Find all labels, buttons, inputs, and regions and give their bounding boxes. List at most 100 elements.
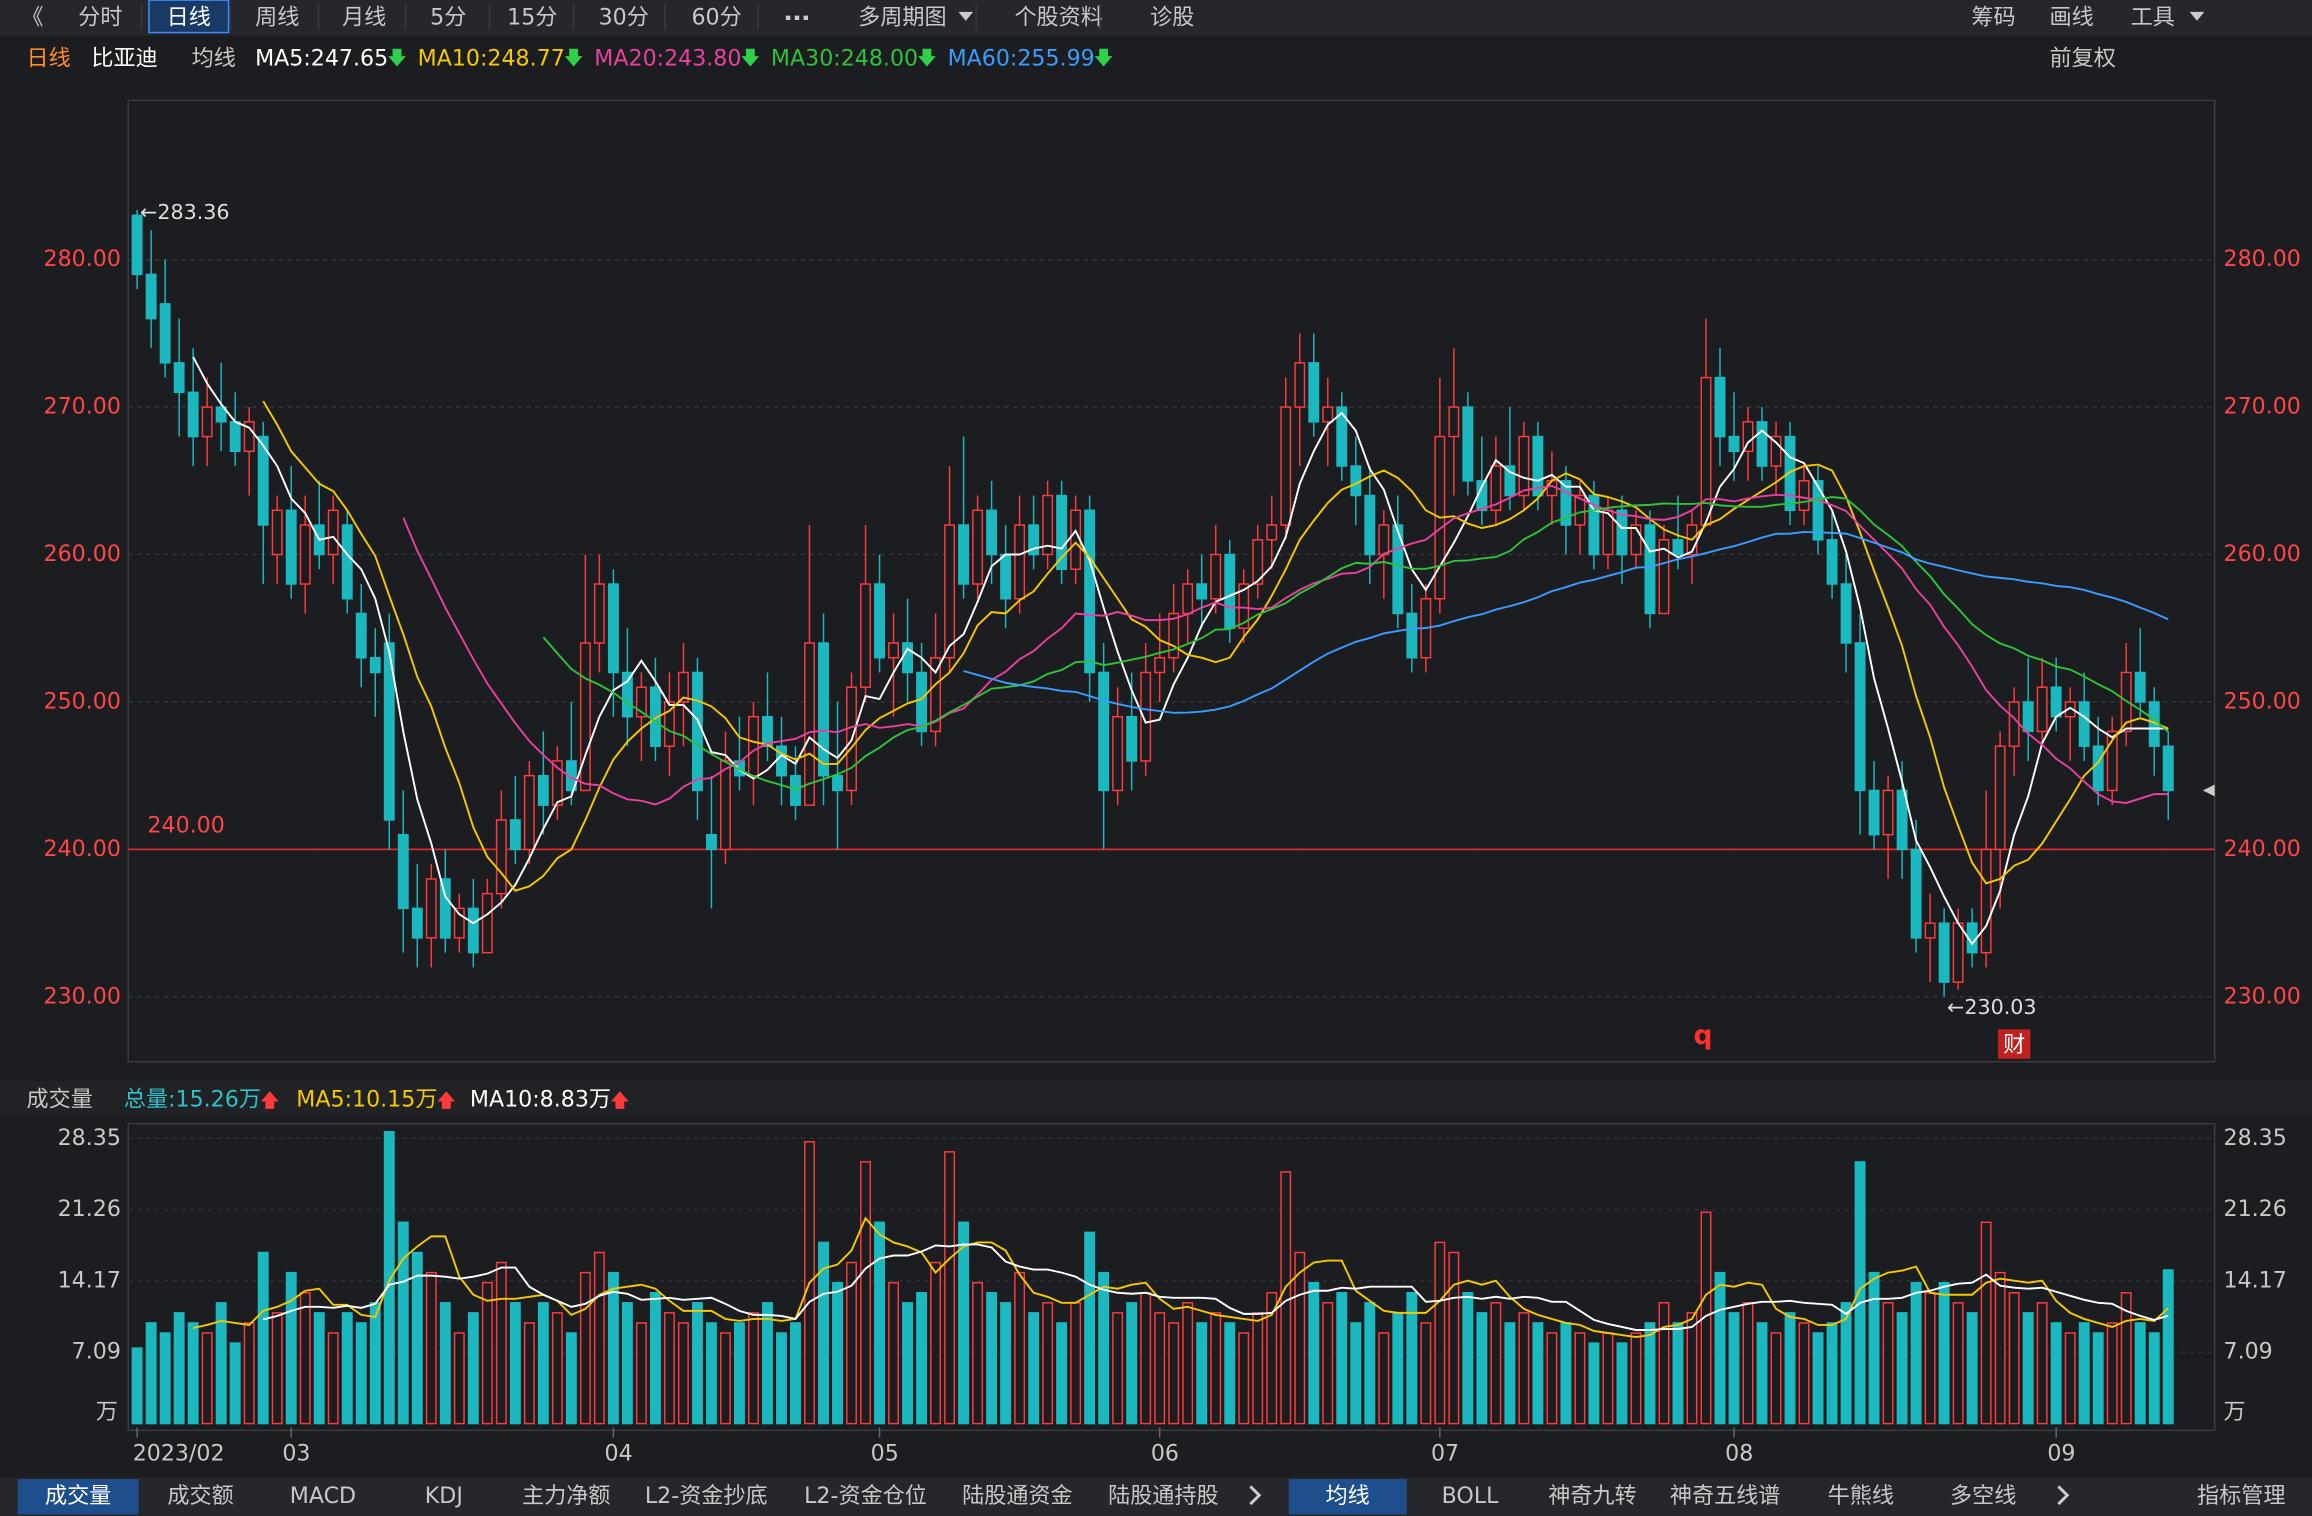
volume-bar: [481, 1281, 493, 1425]
candle-body: [495, 819, 507, 895]
indicator-tab[interactable]: MACD: [290, 1483, 356, 1509]
candle-body: [523, 774, 535, 851]
volume-bar: [1378, 1332, 1390, 1425]
candle-body: [719, 760, 731, 851]
ma-line: [262, 400, 2169, 892]
volume-bar: [1280, 1171, 1292, 1425]
volume-bar: [1518, 1312, 1530, 1425]
volume-bar: [663, 1312, 675, 1425]
candle-body: [1742, 421, 1754, 453]
overlay-tab[interactable]: 均线: [1326, 1483, 1370, 1509]
volume-bar: [2134, 1322, 2146, 1425]
volume-bar: [1350, 1322, 1362, 1425]
indicator-tab[interactable]: L2-资金仓位: [804, 1483, 927, 1509]
back-icon[interactable]: 《: [21, 4, 43, 30]
overlay-tab[interactable]: 多空线: [1950, 1483, 2016, 1509]
candle-body: [2036, 686, 2048, 733]
volume-bar: [327, 1332, 339, 1425]
toolbar-tab[interactable]: 个股资料: [1014, 4, 1102, 30]
y-tick-label: 28.35: [58, 1125, 121, 1151]
candle-body: [1714, 376, 1726, 438]
y-tick-label: 270.00: [2224, 394, 2301, 420]
toolbar-tab[interactable]: 画线: [2050, 4, 2094, 30]
y-tick-label: 28.35: [2224, 1125, 2287, 1151]
toolbar-tab[interactable]: 分时: [78, 4, 122, 30]
toolbar-tab[interactable]: 工具: [2131, 4, 2175, 30]
volume-bar: [215, 1302, 227, 1425]
event-marker[interactable]: q: [1694, 1020, 1713, 1051]
overlay-tab[interactable]: BOLL: [1442, 1483, 1499, 1509]
indicator-tab[interactable]: 主力净额: [522, 1483, 610, 1509]
toolbar-tab[interactable]: 30分: [599, 4, 649, 30]
candle-body: [1126, 715, 1138, 762]
toolbar-tab[interactable]: 日线: [167, 4, 211, 30]
volume-bar: [229, 1342, 241, 1425]
ma-line: [192, 356, 2169, 946]
candle-body: [537, 774, 549, 806]
volume-bar: [677, 1322, 689, 1425]
candle-body: [1042, 494, 1054, 556]
volume-bar: [383, 1130, 395, 1425]
indicator-tab[interactable]: 陆股通持股: [1108, 1483, 1219, 1509]
indicator-tab[interactable]: 成交量: [45, 1483, 111, 1509]
candle-body: [2022, 701, 2034, 733]
x-tick-label: 2023/02: [133, 1440, 225, 1466]
candle-body: [131, 214, 143, 276]
ma-line: [262, 1243, 2169, 1331]
candle-body: [1406, 612, 1418, 659]
volume-bar: [2050, 1322, 2062, 1425]
candle-body: [663, 701, 675, 747]
volume-bar: [271, 1312, 283, 1425]
volume-bar: [2148, 1332, 2160, 1425]
candle-body: [804, 642, 815, 806]
overlay-tab[interactable]: 牛熊线: [1828, 1483, 1894, 1509]
toolbar-tab[interactable]: 筹码: [1971, 4, 2015, 30]
candle-body: [986, 509, 998, 556]
indicator-tab[interactable]: KDJ: [425, 1483, 463, 1509]
candle-body: [2106, 730, 2118, 792]
volume-bar: [691, 1302, 703, 1425]
candle-body: [818, 642, 829, 777]
volume-bar: [1924, 1292, 1936, 1425]
manage-button[interactable]: 指标管理: [2197, 1483, 2285, 1509]
volume-bar: [1644, 1322, 1656, 1425]
toolbar-tab[interactable]: 60分: [691, 4, 741, 30]
volume-bar: [1364, 1302, 1376, 1425]
candle-body: [1938, 922, 1950, 983]
y-tick-label: 21.26: [58, 1196, 121, 1222]
candle-body: [677, 671, 689, 703]
toolbar-tab[interactable]: 5分: [430, 4, 466, 30]
indicator-tab[interactable]: 陆股通资金: [962, 1483, 1073, 1509]
volume-bar: [1910, 1281, 1922, 1425]
arrow-icon: [1094, 48, 1113, 67]
candle-body: [1252, 539, 1264, 585]
volume-bar: [1630, 1332, 1642, 1425]
scroll-icon[interactable]: [1249, 1485, 1262, 1506]
event-marker[interactable]: 财: [2003, 1032, 2025, 1058]
toolbar-tab[interactable]: 诊股: [1150, 4, 1194, 30]
toolbar-tab[interactable]: 15分: [507, 4, 557, 30]
candle-body: [341, 524, 353, 600]
volume-bar: [593, 1251, 605, 1425]
candle-body: [2050, 686, 2062, 718]
candle-body: [145, 273, 157, 320]
volume-bar: [762, 1302, 773, 1425]
y-tick-label: 280.00: [2224, 246, 2301, 272]
indicator-tab[interactable]: L2-资金抄底: [645, 1483, 768, 1509]
adjust-label[interactable]: 前复权: [2050, 46, 2116, 72]
volume-bar: [551, 1312, 563, 1425]
candle-body: [1322, 406, 1334, 423]
toolbar-tab[interactable]: 月线: [342, 4, 386, 30]
unit-label: 万: [2224, 1399, 2246, 1425]
toolbar-tab[interactable]: 多周期图: [858, 4, 946, 30]
toolbar-tab[interactable]: 周线: [255, 4, 299, 30]
volume-bar: [1812, 1332, 1824, 1425]
overlay-tab[interactable]: 神奇九转: [1548, 1483, 1636, 1509]
scroll-icon[interactable]: [2057, 1485, 2070, 1506]
candle-body: [355, 612, 367, 659]
candle-body: [1392, 524, 1404, 615]
indicator-tab[interactable]: 成交额: [167, 1483, 233, 1509]
candle-body: [173, 362, 185, 394]
overlay-tab[interactable]: 神奇五线谱: [1670, 1483, 1781, 1509]
candle-body: [1910, 848, 1922, 939]
